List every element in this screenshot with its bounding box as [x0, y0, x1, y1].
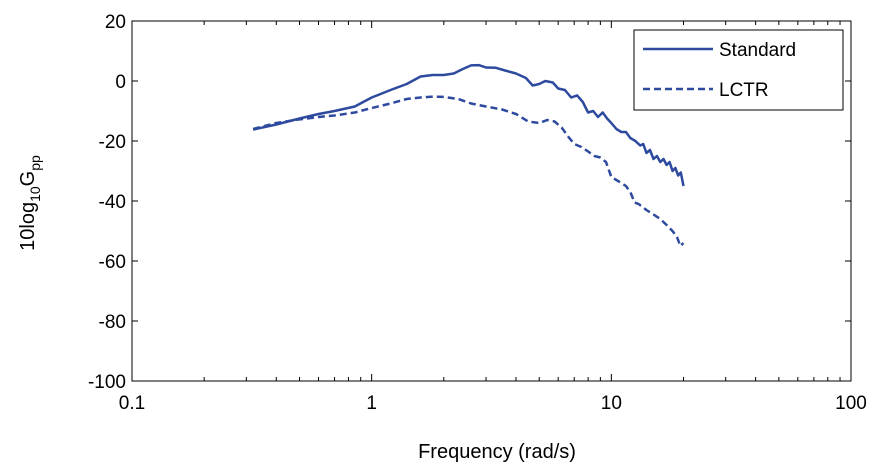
x-ticks: 0.1 1 10 100: [119, 21, 867, 414]
x-axis-title: Frequency (rad/s): [418, 441, 576, 463]
y-axis-title: 10log10Gpp: [17, 155, 43, 251]
y-tick-label: -80: [99, 312, 126, 333]
series-line-lctr: [252, 95, 685, 248]
y-axis-title-prefix: 10log: [17, 202, 39, 251]
legend-label-lctr: LCTR: [719, 80, 769, 101]
y-tick-label: -100: [88, 372, 126, 393]
x-tick-label: 1: [366, 393, 377, 414]
series-layer: [252, 63, 685, 248]
y-tick-label: -60: [99, 252, 126, 273]
legend: Standard LCTR: [633, 29, 844, 111]
y-axis-title-sub2: pp: [27, 155, 43, 171]
y-tick-label: -20: [99, 132, 126, 153]
y-tick-label: 20: [105, 12, 126, 33]
y-axis-title-sub1: 10: [27, 186, 43, 202]
x-tick-label: 10: [601, 393, 622, 414]
x-tick-label: 0.1: [119, 393, 145, 414]
x-tick-label: 100: [835, 393, 867, 414]
y-tick-label: -40: [99, 192, 126, 213]
x-minor-ticks: [203, 21, 841, 381]
legend-box: [633, 29, 844, 111]
y-tick-label: 0: [115, 72, 126, 93]
series-line-standard: [252, 63, 685, 187]
y-axis-title-mid: G: [17, 171, 39, 187]
legend-label-standard: Standard: [719, 40, 796, 61]
y-ticks: 20 0 -20 -40 -60 -80 -100: [88, 12, 851, 393]
